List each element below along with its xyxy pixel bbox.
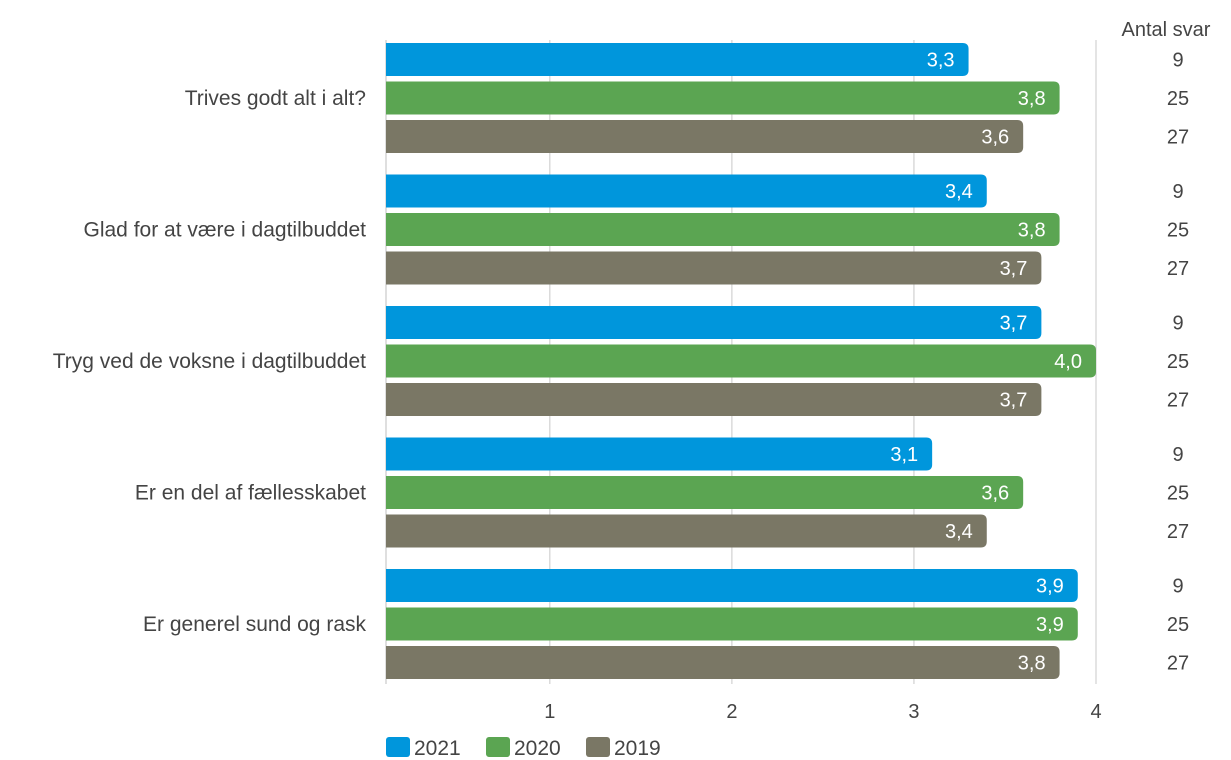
- bar: [386, 213, 1060, 246]
- data-label: 3,8: [1018, 88, 1046, 110]
- bar: [386, 344, 1096, 378]
- data-label: 3,6: [981, 483, 1009, 505]
- x-tick-label: 1: [544, 701, 555, 723]
- category-label: Er en del af fællesskabet: [135, 482, 366, 505]
- count-value: 25: [1167, 351, 1189, 373]
- bar: [386, 251, 1042, 285]
- bar: [386, 120, 1024, 153]
- data-label: 3,1: [890, 444, 918, 466]
- data-label: 3,9: [1036, 614, 1064, 636]
- category-label: Er generel sund og rask: [143, 613, 366, 636]
- bar: [386, 476, 1024, 509]
- count-value: 9: [1172, 50, 1183, 72]
- bar: [386, 383, 1042, 416]
- legend: 2021 2020 2019: [386, 737, 661, 760]
- count-header: Antal svar: [1122, 19, 1211, 41]
- data-label: 3,7: [1000, 390, 1028, 412]
- data-label: 4,0: [1054, 351, 1082, 373]
- category-labels: Trives godt alt i alt? Glad for at være i…: [53, 87, 367, 636]
- bar: [386, 306, 1042, 339]
- bar: [386, 514, 987, 548]
- legend-label: 2021: [414, 737, 461, 760]
- legend-label: 2019: [614, 737, 661, 760]
- data-label: 3,8: [1018, 653, 1046, 675]
- category-label: Tryg ved de voksne i dagtilbuddet: [53, 350, 366, 373]
- data-label: 3,7: [1000, 313, 1028, 335]
- data-label: 3,9: [1036, 576, 1064, 598]
- bars: 3,3 3,8 3,6 3,4 3,8 3,7 3,7 4,0 3,7 3,1 3,6 3,4 3,9 3…: [386, 43, 1096, 679]
- x-tick-label: 4: [1090, 701, 1101, 723]
- count-column: Antal svar 9 25 27 9 25 27 9 25 27 9 25 27 9 25 27: [1122, 19, 1211, 675]
- category-label: Glad for at være i dagtilbuddet: [84, 219, 367, 242]
- legend-swatch: [486, 737, 510, 757]
- count-value: 9: [1172, 444, 1183, 466]
- x-tick-label: 3: [908, 701, 919, 723]
- data-label: 3,4: [945, 181, 973, 203]
- legend-swatch: [386, 737, 410, 757]
- count-value: 25: [1167, 220, 1189, 242]
- count-value: 9: [1172, 181, 1183, 203]
- count-value: 9: [1172, 576, 1183, 598]
- count-value: 27: [1167, 390, 1189, 412]
- count-value: 25: [1167, 88, 1189, 110]
- bar: [386, 607, 1078, 641]
- count-value: 27: [1167, 653, 1189, 675]
- legend-swatch: [586, 737, 610, 757]
- count-value: 27: [1167, 258, 1189, 280]
- legend-label: 2020: [514, 737, 561, 760]
- bar: [386, 646, 1060, 679]
- data-label: 3,3: [927, 50, 955, 72]
- bar: [386, 81, 1060, 115]
- bar: [386, 569, 1078, 602]
- category-label: Trives godt alt i alt?: [185, 87, 366, 110]
- bar: [386, 174, 987, 208]
- data-label: 3,7: [1000, 258, 1028, 280]
- count-value: 25: [1167, 483, 1189, 505]
- count-value: 25: [1167, 614, 1189, 636]
- data-label: 3,6: [981, 127, 1009, 149]
- count-value: 27: [1167, 127, 1189, 149]
- bar: [386, 43, 969, 76]
- x-axis-ticks: 1 2 3 4: [544, 701, 1101, 723]
- data-label: 3,8: [1018, 220, 1046, 242]
- count-value: 9: [1172, 313, 1183, 335]
- bar: [386, 437, 933, 471]
- data-label: 3,4: [945, 521, 973, 543]
- x-tick-label: 2: [726, 701, 737, 723]
- count-value: 27: [1167, 521, 1189, 543]
